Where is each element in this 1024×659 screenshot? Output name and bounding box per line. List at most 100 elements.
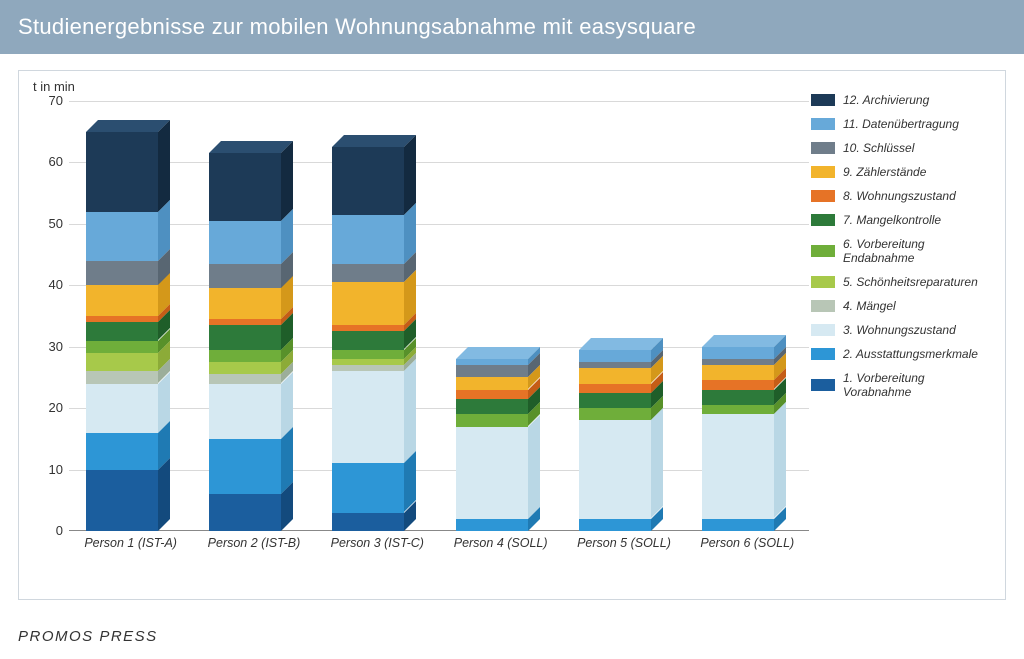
bar-segment <box>702 365 774 380</box>
bar-front <box>579 350 651 531</box>
y-tick-label: 0 <box>33 523 63 538</box>
legend-item: 6. Vorbereitung Endabnahme <box>811 237 991 265</box>
bar-side <box>651 350 663 531</box>
bar-top-face <box>332 135 416 147</box>
legend-item: 5. Schönheitsreparaturen <box>811 275 991 289</box>
bar-segment <box>702 405 774 414</box>
bar-group <box>209 153 299 531</box>
legend-swatch <box>811 276 835 288</box>
y-tick-label: 40 <box>33 277 63 292</box>
bar-segment <box>702 414 774 518</box>
bar-segment <box>86 212 158 261</box>
legend-item: 10. Schlüssel <box>811 141 991 155</box>
legend-label: 7. Mangelkontrolle <box>843 213 941 227</box>
legend-item: 4. Mängel <box>811 299 991 313</box>
bar-segment <box>456 377 528 389</box>
bar-segment <box>332 463 404 512</box>
y-tick-label: 60 <box>33 154 63 169</box>
legend-swatch <box>811 190 835 202</box>
legend-item: 3. Wohnungszustand <box>811 323 991 337</box>
bar-segment <box>332 147 404 215</box>
bar-front <box>456 359 528 531</box>
legend-swatch <box>811 245 835 257</box>
legend-item: 7. Mangelkontrolle <box>811 213 991 227</box>
y-tick-label: 50 <box>33 216 63 231</box>
bar-side-segment <box>528 415 540 519</box>
legend-swatch <box>811 166 835 178</box>
bar-3d <box>702 347 774 531</box>
bar-segment <box>456 365 528 377</box>
legend-label: 1. Vorbereitung Vorabnahme <box>843 371 991 399</box>
legend-swatch <box>811 348 835 360</box>
bar-side-segment <box>158 120 170 212</box>
bar-segment <box>86 433 158 470</box>
bar-segment <box>702 519 774 531</box>
legend-item: 9. Zählerstände <box>811 165 991 179</box>
legend-item: 8. Wohnungszustand <box>811 189 991 203</box>
bar-front <box>332 147 404 531</box>
legend-swatch <box>811 324 835 336</box>
bar-3d <box>579 350 651 531</box>
bar-segment <box>702 390 774 405</box>
bar-segment <box>209 221 281 264</box>
x-tick-label: Person 2 (IST-B) <box>199 536 309 550</box>
legend-label: 8. Wohnungszustand <box>843 189 956 203</box>
bar-group <box>456 359 546 531</box>
chart-container: t in min 010203040506070 Person 1 (IST-A… <box>18 70 1006 600</box>
bar-side <box>774 347 786 531</box>
bar-group <box>332 147 422 531</box>
bar-group <box>702 347 792 531</box>
bar-segment <box>332 513 404 531</box>
legend-swatch <box>811 118 835 130</box>
bar-segment <box>209 153 281 221</box>
bar-segment <box>209 288 281 319</box>
bar-segment <box>86 470 158 531</box>
bar-segment <box>209 350 281 362</box>
bar-segment <box>456 414 528 426</box>
bar-top-face <box>86 120 170 132</box>
bar-top-face <box>579 338 663 350</box>
bar-side-segment <box>774 402 786 518</box>
bar-segment <box>209 374 281 383</box>
chart-title: Studienergebnisse zur mobilen Wohnungsab… <box>18 14 696 39</box>
bar-segment <box>332 350 404 359</box>
x-tick-label: Person 6 (SOLL) <box>692 536 802 550</box>
x-tick-label: Person 5 (SOLL) <box>569 536 679 550</box>
y-tick-label: 20 <box>33 400 63 415</box>
legend-item: 1. Vorbereitung Vorabnahme <box>811 371 991 399</box>
bar-group <box>579 350 669 531</box>
bar-segment <box>332 264 404 282</box>
bar-segment <box>456 390 528 399</box>
bar-segment <box>86 371 158 383</box>
legend: 12. Archivierung11. Datenübertragung10. … <box>811 93 991 409</box>
bar-segment <box>579 350 651 362</box>
bar-segment <box>86 341 158 353</box>
bar-front <box>86 132 158 531</box>
bar-segment <box>579 408 651 420</box>
bar-segment <box>209 384 281 439</box>
legend-label: 11. Datenübertragung <box>843 117 959 131</box>
bar-segment <box>332 331 404 349</box>
plot-area <box>69 101 809 531</box>
legend-item: 11. Datenübertragung <box>811 117 991 131</box>
legend-swatch <box>811 94 835 106</box>
bar-top-face <box>456 347 540 359</box>
bar-segment <box>86 384 158 433</box>
bar-side <box>528 359 540 531</box>
x-tick-label: Person 3 (IST-C) <box>322 536 432 550</box>
bar-side <box>281 153 293 531</box>
bar-segment <box>702 347 774 359</box>
legend-label: 9. Zählerstände <box>843 165 926 179</box>
bar-segment <box>209 264 281 289</box>
x-axis-labels: Person 1 (IST-A)Person 2 (IST-B)Person 3… <box>69 536 809 550</box>
bar-segment <box>209 325 281 350</box>
legend-swatch <box>811 300 835 312</box>
bar-3d <box>209 153 281 531</box>
legend-label: 3. Wohnungszustand <box>843 323 956 337</box>
bar-3d <box>86 132 158 531</box>
legend-item: 2. Ausstattungsmerkmale <box>811 347 991 361</box>
legend-swatch <box>811 142 835 154</box>
bar-segment <box>332 282 404 325</box>
legend-swatch <box>811 214 835 226</box>
x-tick-label: Person 4 (SOLL) <box>446 536 556 550</box>
